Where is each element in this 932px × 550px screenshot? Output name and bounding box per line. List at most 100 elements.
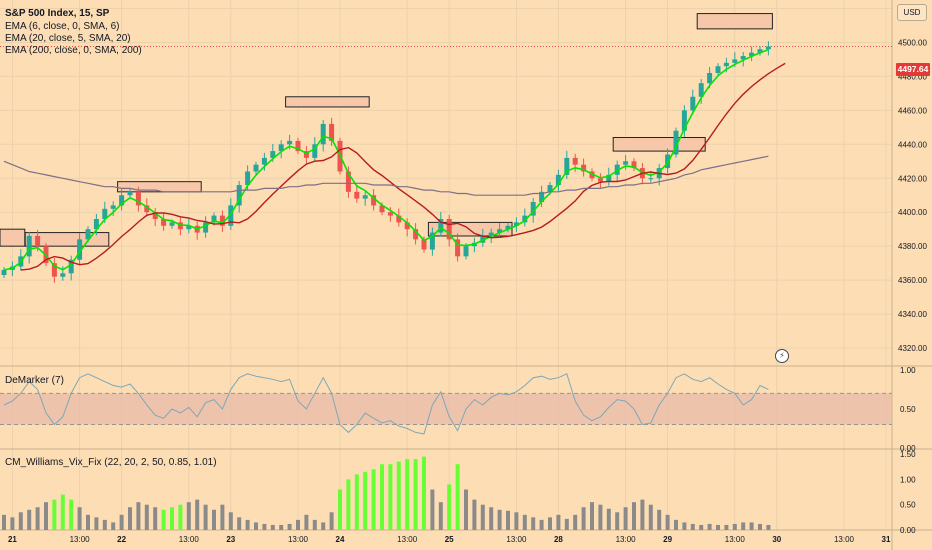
demarker-axis-tick-1: 0.50 — [900, 405, 916, 414]
vix-axis-tick-2: 0.50 — [900, 501, 916, 510]
vix-bar — [111, 522, 116, 530]
candle-body — [228, 205, 234, 226]
candle-body — [513, 222, 519, 226]
supply-demand-zone-2 — [117, 181, 202, 193]
vix-bar — [522, 514, 527, 530]
candle-body — [135, 191, 141, 206]
vix-bar — [296, 519, 300, 530]
candle-body — [85, 229, 91, 240]
vix-bar — [119, 514, 124, 530]
vix-bar — [430, 489, 435, 530]
vix-bar — [674, 519, 678, 530]
vix-bar — [657, 509, 662, 530]
vix-bar — [581, 507, 586, 530]
candle-body — [396, 215, 402, 223]
candle-body — [505, 225, 511, 230]
vix-bar — [699, 524, 704, 530]
vix-bar — [455, 464, 460, 530]
vix-bar — [304, 514, 309, 530]
vix-bar — [438, 502, 443, 530]
candle-body — [287, 140, 293, 145]
time-axis-tick-16: 31 — [882, 535, 891, 544]
vix-pane-label: CM_Williams_Vix_Fix (22, 20, 2, 50, 0.85… — [5, 457, 217, 468]
candle-body — [631, 161, 637, 169]
price-axis-tick-2: 4480.00 — [898, 72, 927, 81]
price-axis-tick-8: 4360.00 — [898, 276, 927, 285]
time-axis-tick-12: 29 — [663, 535, 672, 544]
vix-bar — [539, 519, 544, 530]
candle-body — [421, 239, 427, 250]
vix-bar — [623, 507, 628, 530]
vix-bar — [606, 508, 611, 530]
candle-body — [127, 191, 133, 196]
demarker-line — [3, 373, 769, 435]
vix-bar — [716, 524, 720, 530]
time-axis-tick-5: 13:00 — [288, 535, 309, 544]
time-axis-tick-2: 22 — [117, 535, 126, 544]
vix-bar — [10, 517, 15, 530]
candle-body — [320, 123, 326, 145]
vix-bar — [388, 464, 393, 530]
candle-body — [77, 239, 83, 260]
candle-body — [555, 174, 561, 186]
vix-bar — [86, 514, 90, 530]
candle-body — [497, 229, 503, 233]
vix-bar — [338, 489, 342, 530]
ema-200-line — [3, 155, 769, 196]
vix-bar — [724, 524, 729, 530]
candle-body — [648, 178, 654, 180]
candle-body — [690, 96, 696, 111]
candle-body — [270, 151, 276, 158]
demarker-pane-label: DeMarker (7) — [5, 375, 64, 386]
vix-bar — [102, 519, 107, 530]
candle-body — [564, 157, 570, 175]
candle-body — [581, 164, 587, 172]
candle-body — [186, 225, 192, 230]
time-axis-tick-0: 21 — [8, 535, 17, 544]
vix-bar — [287, 523, 292, 530]
currency-button[interactable]: USD — [897, 4, 927, 21]
vix-bar — [564, 518, 569, 530]
supply-demand-zone-3 — [285, 96, 370, 108]
candle-body — [455, 239, 461, 257]
candle-body — [740, 56, 746, 60]
time-axis-tick-8: 25 — [445, 535, 454, 544]
candle-body — [110, 205, 116, 209]
price-axis-tick-1: 4500.00 — [898, 38, 927, 47]
supply-demand-zone-6 — [696, 13, 773, 30]
candle-body — [749, 52, 755, 57]
candle-body — [278, 144, 284, 152]
vix-bar — [749, 522, 754, 530]
candle-body — [60, 273, 66, 277]
vix-bar — [707, 523, 712, 530]
supply-demand-zone-0 — [0, 228, 26, 247]
candle-body — [51, 263, 57, 277]
time-axis-tick-9: 13:00 — [506, 535, 527, 544]
candle-body — [757, 49, 763, 53]
time-axis-tick-6: 24 — [336, 535, 345, 544]
ema-6-line — [3, 48, 769, 271]
vix-bar — [741, 522, 746, 530]
candle-body — [404, 222, 410, 230]
candle-body — [119, 195, 125, 206]
candle-body — [211, 215, 217, 223]
vix-bar — [321, 522, 326, 530]
lightning-icon[interactable]: ⚡ — [775, 349, 789, 363]
legend-ema-20: EMA (20, close, 5, SMA, 20) — [5, 33, 131, 44]
vix-bar — [178, 504, 183, 530]
candle-body — [681, 110, 687, 131]
vix-bar — [170, 507, 174, 530]
candle-body — [488, 232, 494, 236]
candle-body — [623, 161, 629, 165]
candle-body — [203, 222, 209, 233]
candle-body — [295, 140, 301, 152]
candle-body — [354, 191, 360, 199]
candle-body — [362, 195, 368, 199]
candle-body — [68, 259, 74, 274]
vix-bar — [346, 479, 351, 530]
candle-body — [429, 232, 435, 250]
candle-body — [152, 212, 158, 219]
time-axis-tick-14: 30 — [772, 535, 781, 544]
time-axis-tick-11: 13:00 — [616, 535, 637, 544]
